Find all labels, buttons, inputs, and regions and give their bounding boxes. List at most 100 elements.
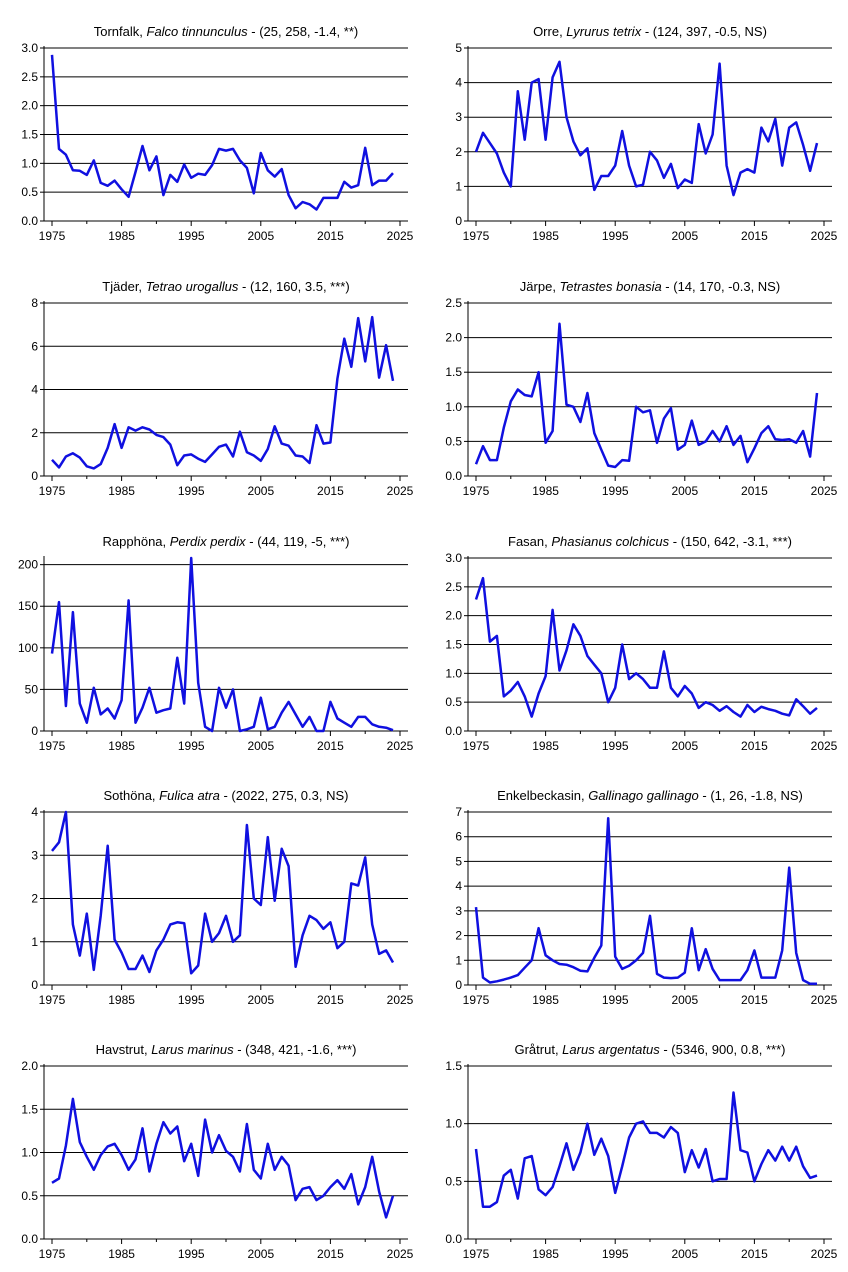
x-tick-label: 1985 (532, 739, 559, 753)
y-tick-label: 7 (455, 805, 462, 819)
y-tick-label: 5 (455, 41, 462, 55)
chart-title-latin: Fulica atra (159, 788, 220, 803)
chart-panel: Havstrut, Larus marinus - (348, 421, -1.… (21, 1042, 413, 1261)
y-tick-label: 0.0 (21, 214, 38, 228)
x-tick-label: 1975 (463, 739, 490, 753)
y-tick-label: 4 (455, 879, 462, 893)
y-tick-label: 0.5 (445, 434, 462, 448)
chart-title-common: Järpe, (520, 279, 560, 294)
y-tick-label: 2 (31, 892, 38, 906)
chart-title-stats: - (150, 642, -3.1, ***) (669, 534, 792, 549)
x-tick-label: 1995 (602, 739, 629, 753)
x-tick-label: 1985 (532, 484, 559, 498)
chart-panel: Järpe, Tetrastes bonasia - (14, 170, -0.… (445, 279, 837, 498)
x-tick-label: 1985 (532, 1247, 559, 1261)
series-line (51, 1097, 395, 1219)
y-tick-label: 1.5 (21, 128, 38, 142)
chart-panel: Sothöna, Fulica atra - (2022, 275, 0.3, … (31, 788, 413, 1007)
y-tick-label: 0.0 (445, 1232, 462, 1246)
y-tick-label: 4 (31, 383, 38, 397)
chart-title-latin: Falco tinnunculus (147, 24, 249, 39)
y-tick-label: 0.0 (445, 469, 462, 483)
x-tick-label: 2015 (741, 484, 768, 498)
chart-title-common: Enkelbeckasin, (497, 788, 588, 803)
x-tick-label: 2015 (741, 739, 768, 753)
y-tick-label: 2.0 (445, 609, 462, 623)
series-line (51, 810, 395, 975)
x-tick-label: 2015 (741, 993, 768, 1007)
x-tick-label: 2015 (317, 739, 344, 753)
y-tick-label: 3 (455, 110, 462, 124)
chart-title-stats: - (2022, 275, 0.3, NS) (220, 788, 349, 803)
series-line (50, 54, 394, 211)
y-tick-label: 1 (455, 179, 462, 193)
x-tick-label: 1975 (39, 993, 66, 1007)
y-tick-label: 2.0 (21, 99, 38, 113)
x-tick-label: 1995 (178, 484, 205, 498)
y-tick-label: 2.5 (445, 580, 462, 594)
y-tick-label: 1.0 (21, 156, 38, 170)
y-tick-label: 0.5 (21, 1189, 38, 1203)
y-tick-label: 50 (25, 682, 39, 696)
x-tick-label: 1995 (602, 484, 629, 498)
x-tick-label: 2015 (317, 993, 344, 1007)
y-tick-label: 2 (455, 145, 462, 159)
chart-title-latin: Tetrao urogallus (146, 279, 239, 294)
y-tick-label: 2.0 (21, 1059, 38, 1073)
y-tick-label: 1.5 (21, 1102, 38, 1116)
y-tick-label: 2 (31, 426, 38, 440)
y-tick-label: 0.0 (21, 1232, 38, 1246)
y-tick-label: 1.0 (445, 1117, 462, 1131)
y-tick-label: 6 (455, 830, 462, 844)
chart-title-latin: Gallinago gallinago (588, 788, 699, 803)
chart-title-stats: - (5346, 900, 0.8, ***) (660, 1042, 786, 1057)
x-tick-label: 2015 (317, 229, 344, 243)
x-tick-label: 2025 (811, 1247, 838, 1261)
chart-title: Järpe, Tetrastes bonasia - (14, 170, -0.… (520, 279, 780, 294)
x-tick-label: 1975 (39, 484, 66, 498)
x-tick-label: 1985 (532, 229, 559, 243)
series-line (474, 60, 819, 197)
x-tick-label: 1975 (39, 229, 66, 243)
x-tick-label: 2025 (387, 229, 414, 243)
y-tick-label: 0.5 (21, 185, 38, 199)
chart-title: Tornfalk, Falco tinnunculus - (25, 258, … (94, 24, 358, 39)
y-tick-label: 4 (31, 805, 38, 819)
series-line (474, 1091, 818, 1208)
y-tick-label: 3 (31, 848, 38, 862)
chart-title-latin: Phasianus colchicus (551, 534, 669, 549)
x-tick-label: 1975 (39, 1247, 66, 1261)
x-tick-label: 2015 (741, 229, 768, 243)
chart-title-stats: - (14, 170, -0.3, NS) (662, 279, 781, 294)
y-tick-label: 1 (455, 953, 462, 967)
y-tick-label: 200 (18, 558, 38, 572)
x-tick-label: 2025 (387, 739, 414, 753)
chart-title-stats: - (25, 258, -1.4, **) (248, 24, 359, 39)
chart-title-common: Rapphöna, (103, 534, 170, 549)
x-tick-label: 2005 (247, 229, 274, 243)
y-tick-label: 5 (455, 854, 462, 868)
x-tick-label: 2025 (811, 484, 838, 498)
y-tick-label: 1.5 (445, 638, 462, 652)
y-tick-label: 0.5 (445, 695, 462, 709)
chart-title: Sothöna, Fulica atra - (2022, 275, 0.3, … (104, 788, 349, 803)
chart-panel: Rapphöna, Perdix perdix - (44, 119, -5, … (18, 534, 414, 753)
x-tick-label: 1995 (178, 993, 205, 1007)
chart-title: Orre, Lyrurus tetrix - (124, 397, -0.5, … (533, 24, 767, 39)
x-tick-label: 1985 (108, 739, 135, 753)
x-tick-label: 1995 (178, 1247, 205, 1261)
chart-title-stats: - (12, 160, 3.5, ***) (238, 279, 349, 294)
chart-title: Fasan, Phasianus colchicus - (150, 642, … (508, 534, 792, 549)
series-line (474, 816, 817, 986)
y-tick-label: 1.5 (445, 1059, 462, 1073)
series-line (50, 556, 394, 733)
x-tick-label: 1995 (178, 229, 205, 243)
x-tick-label: 2015 (317, 484, 344, 498)
y-tick-label: 0 (31, 978, 38, 992)
y-tick-label: 0 (455, 214, 462, 228)
y-tick-label: 0 (455, 978, 462, 992)
chart-title-common: Sothöna, (104, 788, 160, 803)
x-tick-label: 2015 (741, 1247, 768, 1261)
x-tick-label: 2005 (671, 229, 698, 243)
chart-panel: Fasan, Phasianus colchicus - (150, 642, … (445, 534, 837, 753)
